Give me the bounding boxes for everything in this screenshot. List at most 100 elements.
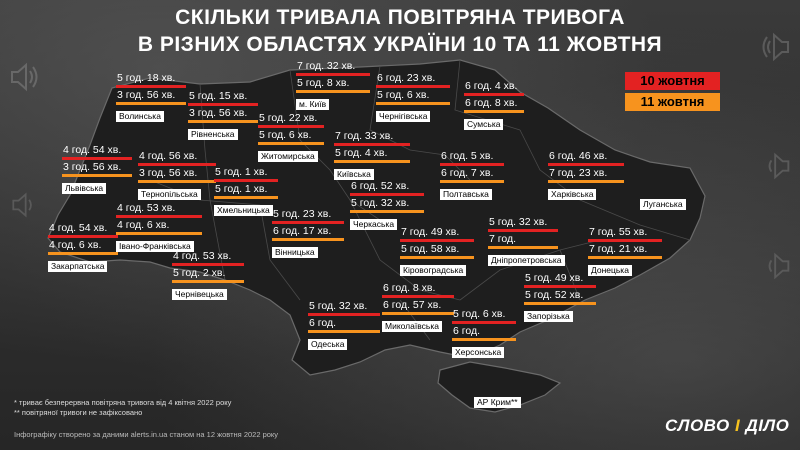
region-kyiv-city: 7 год. 32 хв. 5 год. 8 хв. м. Київ (296, 60, 370, 112)
region-khersonska-label: Херсонська (452, 347, 505, 358)
bar-oct11 (62, 174, 132, 177)
region-khmelnytska: 5 год. 1 хв. 5 год. 1 хв. Хмельницька (214, 166, 278, 218)
region-chernivetska: 4 год. 53 хв. 5 год. 2 хв. Чернівецька (172, 250, 244, 302)
region-zhytomyrska-oct11: 5 год. 6 хв. (259, 129, 312, 141)
region-lvivska: 4 год. 54 хв. 3 год. 56 хв. Львівська (62, 144, 132, 196)
bar-oct11 (548, 180, 624, 183)
bar-oct10 (588, 239, 662, 242)
bar-oct10 (334, 143, 410, 146)
region-khersonska-oct10: 5 год. 6 хв. (453, 308, 506, 320)
bar-oct11 (376, 102, 450, 105)
footnote-2: ** повітряної тривоги не зафіксовано (14, 408, 143, 417)
bar-oct10 (452, 321, 516, 324)
region-khmelnytska-label: Хмельницька (214, 205, 273, 216)
region-lvivska-label: Львівська (62, 183, 107, 194)
page-title: СКІЛЬКИ ТРИВАЛА ПОВІТРЯНА ТРИВОГА В РІЗН… (0, 4, 800, 58)
logo-part-3: ДІЛО (745, 416, 790, 435)
region-volynska-oct11: 3 год. 56 хв. (117, 89, 176, 101)
region-kirovohradska: 7 год. 49 хв. 5 год. 58 хв. Кіровоградсь… (400, 226, 474, 278)
region-ternopilska: 4 год. 56 хв. 3 год. 56 хв. Тернопільськ… (138, 150, 216, 202)
logo-part-2: І (735, 416, 741, 435)
region-donetska-label: Донецька (588, 265, 632, 276)
title-line-1: СКІЛЬКИ ТРИВАЛА ПОВІТРЯНА ТРИВОГА (175, 6, 625, 29)
region-mykolaivska-oct11: 6 год. 57 хв. (383, 299, 442, 311)
speaker-icon (11, 62, 38, 92)
region-zaporizka-label: Запорізька (524, 311, 573, 322)
region-luhanska-label: Луганська (640, 199, 686, 210)
bar-oct11 (350, 210, 424, 213)
region-poltavska-oct10: 6 год. 5 хв. (441, 150, 494, 162)
region-kyivska-label: Київська (334, 169, 374, 180)
region-dnipropetrovska-oct10: 5 год. 32 хв. (489, 216, 548, 228)
region-odeska: 5 год. 32 хв. 6 год. Одеська (308, 300, 380, 352)
region-chernivetska-oct11: 5 год. 2 хв. (173, 267, 226, 279)
region-ternopilska-oct11: 3 год. 56 хв. (139, 167, 198, 179)
bar-oct11 (308, 330, 380, 333)
region-volynska: 5 год. 18 хв. 3 год. 56 хв. Волинська (116, 72, 186, 124)
bar-oct10 (524, 285, 596, 288)
region-zhytomyrska-oct10: 5 год. 22 хв. (259, 112, 318, 124)
bar-oct11 (440, 180, 504, 183)
region-kyivska: 7 год. 33 хв. 5 год. 4 хв. Київська (334, 130, 410, 182)
bar-oct10 (116, 215, 202, 218)
legend: 10 жовтня 11 жовтня (625, 72, 720, 114)
bar-oct11 (382, 312, 454, 315)
region-poltavska: 6 год. 5 хв. 6 год. 7 хв. Полтавська (440, 150, 504, 202)
region-donetska-oct10: 7 год. 55 хв. (589, 226, 648, 238)
region-kharkivska-label: Харківська (548, 189, 597, 200)
bar-oct10 (48, 235, 118, 238)
region-chernihivska-oct10: 6 год. 23 хв. (377, 72, 436, 84)
legend-oct10: 10 жовтня (625, 72, 720, 90)
region-kharkivska-oct11: 7 год. 23 хв. (549, 167, 608, 179)
region-ivano-frankivska-oct11: 4 год. 6 хв. (117, 219, 170, 231)
region-rivnenska-oct11: 3 год. 56 хв. (189, 107, 248, 119)
region-odeska-label: Одеська (308, 339, 348, 350)
region-zaporizka-oct10: 5 год. 49 хв. (525, 272, 584, 284)
region-zakarpatska-label: Закарпатська (48, 261, 108, 272)
bar-oct11 (400, 256, 474, 259)
region-crimea: АР Крим** (474, 392, 534, 410)
region-sumska: 6 год. 4 хв. 6 год. 8 хв. Сумська (464, 80, 524, 132)
region-vinnytska-label: Вінницька (272, 247, 318, 258)
region-poltavska-label: Полтавська (440, 189, 492, 200)
bar-oct11 (524, 302, 596, 305)
region-rivnenska: 5 год. 15 хв. 3 год. 56 хв. Рівненська (188, 90, 258, 142)
speaker-icon (762, 32, 789, 62)
bar-oct10 (376, 85, 450, 88)
region-sumska-oct11: 6 год. 8 хв. (465, 97, 518, 109)
region-crimea-label: АР Крим** (474, 397, 521, 408)
bar-oct11 (452, 338, 516, 341)
bar-oct11 (334, 160, 410, 163)
region-kharkivska-oct10: 6 год. 46 хв. (549, 150, 608, 162)
region-ternopilska-label: Тернопільська (138, 189, 201, 200)
bar-oct10 (188, 103, 258, 106)
footnote-1: * триває безперервна повітряна тривога в… (14, 398, 232, 407)
region-mykolaivska: 6 год. 8 хв. 6 год. 57 хв. Миколаївська (382, 282, 454, 334)
speaker-icon (768, 152, 790, 180)
bar-oct11 (116, 102, 186, 105)
bar-oct10 (400, 239, 474, 242)
region-donetska-oct11: 7 год. 21 хв. (589, 243, 648, 255)
region-dnipropetrovska-label: Дніпропетровська (488, 255, 565, 266)
bar-oct10 (138, 163, 216, 166)
region-zakarpatska-oct11: 4 год. 6 хв. (49, 239, 102, 251)
region-ivano-frankivska-label: Івано-Франківська (116, 241, 194, 252)
region-chernihivska: 6 год. 23 хв. 5 год. 6 хв. Чернігівська (376, 72, 450, 124)
logo-part-1: СЛОВО (665, 416, 730, 435)
bar-oct10 (350, 193, 424, 196)
region-sumska-label: Сумська (464, 119, 504, 130)
bar-oct10 (308, 313, 380, 316)
region-khmelnytska-oct11: 5 год. 1 хв. (215, 183, 268, 195)
bar-oct10 (62, 157, 132, 160)
region-chernivetska-oct10: 4 год. 53 хв. (173, 250, 232, 262)
bar-oct11 (296, 90, 370, 93)
region-kirovohradska-oct10: 7 год. 49 хв. (401, 226, 460, 238)
title-line-2: В РІЗНИХ ОБЛАСТЯХ УКРАЇНИ 10 ТА 11 ЖОВТН… (137, 33, 663, 56)
bar-oct11 (116, 232, 202, 235)
bar-oct11 (258, 142, 324, 145)
region-kharkivska: 6 год. 46 хв. 7 год. 23 хв. Харківська (548, 150, 624, 202)
bar-oct10 (214, 179, 278, 182)
speaker-icon (12, 192, 32, 218)
region-kyivska-oct10: 7 год. 33 хв. (335, 130, 394, 142)
region-mykolaivska-label: Миколаївська (382, 321, 442, 332)
